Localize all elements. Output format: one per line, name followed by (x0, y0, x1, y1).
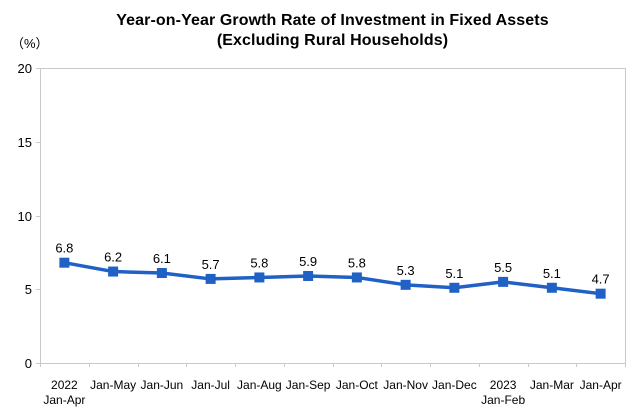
data-point-label: 6.8 (55, 241, 73, 256)
data-point-label: 5.7 (202, 257, 220, 272)
x-axis-tick-label: Jan-Aug (237, 378, 282, 392)
data-point-label: 5.1 (543, 266, 561, 281)
x-axis-tick-label: Jan-Apr (580, 378, 622, 392)
data-point-marker (205, 273, 216, 284)
data-point-label: 5.3 (397, 263, 415, 278)
x-axis-tick-label: Jan-Dec (432, 378, 477, 392)
data-point-label: 4.7 (592, 272, 610, 287)
data-point-marker (156, 268, 167, 279)
data-point-marker (254, 272, 265, 283)
x-axis-tick-label: Jan-Jun (141, 378, 184, 392)
chart-title-line2: (Excluding Rural Households) (216, 32, 449, 49)
x-axis-tick-label: Jan-Jul (191, 378, 230, 392)
y-axis-tick-label: 0 (25, 356, 32, 371)
data-point-label: 6.1 (153, 251, 171, 266)
data-point-marker (595, 288, 606, 299)
data-point-label: 5.8 (250, 255, 268, 270)
data-point-marker (546, 282, 557, 293)
data-point-label: 6.2 (104, 250, 122, 265)
data-point-marker (498, 276, 509, 287)
data-point-marker (400, 279, 411, 290)
x-axis-tick-label: 2023 (490, 378, 517, 392)
y-axis-tick-label: 15 (18, 135, 32, 150)
x-axis-tick-label: Jan-Mar (530, 378, 574, 392)
data-point-marker (449, 282, 460, 293)
x-axis-tick-label: Jan-Oct (336, 378, 379, 392)
y-axis-tick-label: 20 (18, 61, 32, 76)
chart-title: Year-on-Year Growth Rate of Investment i… (40, 11, 625, 51)
x-axis-tick-label: Jan-Apr (43, 393, 85, 407)
data-point-marker (351, 272, 362, 283)
data-point-label: 5.1 (445, 266, 463, 281)
x-axis-tick-label: Jan-Nov (383, 378, 428, 392)
x-axis-tick-label: Jan-May (90, 378, 136, 392)
data-point-label: 5.9 (299, 254, 317, 269)
y-axis-tick-label: 10 (18, 209, 32, 224)
data-line (62, 260, 603, 296)
y-axis-unit-label: （%） (11, 36, 49, 51)
data-point-marker (303, 270, 314, 281)
x-axis-tick-label: 2022 (51, 378, 78, 392)
plot-border (40, 68, 626, 364)
y-axis-tick-label: 5 (25, 282, 32, 297)
chart-title-line1: Year-on-Year Growth Rate of Investment i… (116, 12, 549, 29)
x-axis-tick-label: Jan-Sep (286, 378, 331, 392)
data-point-marker (59, 257, 70, 268)
data-point-label: 5.8 (348, 255, 366, 270)
x-axis-tick-label: Jan-Feb (481, 393, 525, 407)
data-point-label: 5.5 (494, 260, 512, 275)
data-point-marker (108, 266, 119, 277)
